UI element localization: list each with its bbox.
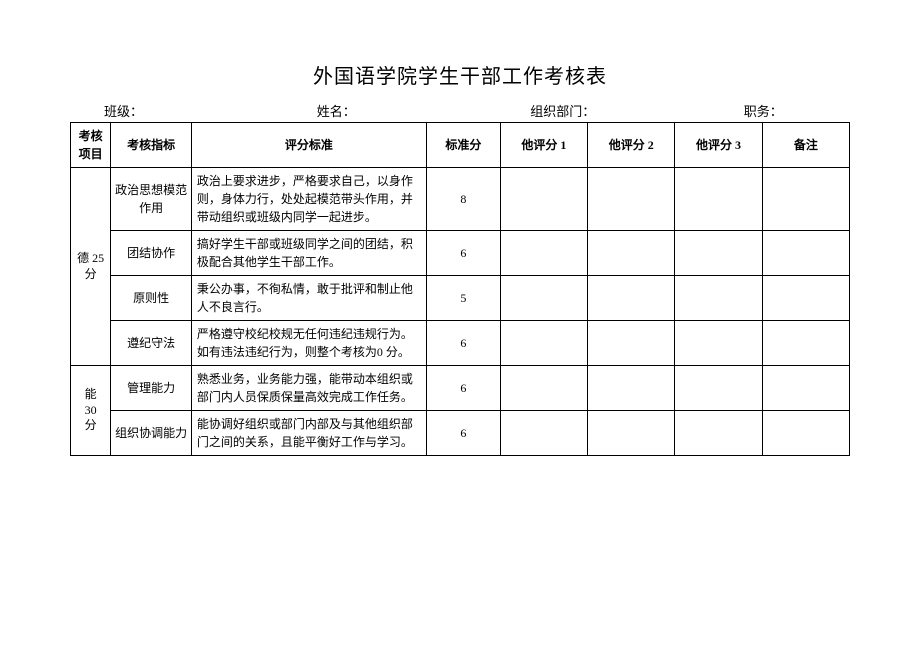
rating-cell	[500, 276, 587, 321]
standard-score-cell: 8	[426, 168, 500, 231]
name-label: 姓名：	[227, 101, 470, 120]
indicator-cell: 遵纪守法	[111, 321, 192, 366]
position-label: 职务：	[684, 101, 846, 120]
criteria-cell: 熟悉业务，业务能力强，能带动本组织或部门内人员保质保量高效完成工作任务。	[191, 366, 426, 411]
page-title: 外国语学院学生干部工作考核表	[70, 60, 850, 89]
document-page: 外国语学院学生干部工作考核表 班级： 姓名： 组织部门： 职务： 考核项目 考核…	[0, 0, 920, 651]
section-label: 能30分	[71, 366, 111, 456]
remark-cell	[762, 276, 849, 321]
dept-label: 组织部门：	[470, 101, 683, 120]
col-rate2: 他评分 2	[588, 123, 675, 168]
col-indicator: 考核指标	[111, 123, 192, 168]
rating-cell	[675, 276, 762, 321]
table-row: 原则性秉公办事，不徇私情，敢于批评和制止他人不良言行。5	[71, 276, 850, 321]
indicator-cell: 政治思想模范作用	[111, 168, 192, 231]
col-project: 考核项目	[71, 123, 111, 168]
standard-score-cell: 5	[426, 276, 500, 321]
remark-cell	[762, 411, 849, 456]
standard-score-cell: 6	[426, 231, 500, 276]
standard-score-cell: 6	[426, 366, 500, 411]
table-row: 组织协调能力能协调好组织或部门内部及与其他组织部门之间的关系，且能平衡好工作与学…	[71, 411, 850, 456]
rating-cell	[675, 321, 762, 366]
criteria-cell: 秉公办事，不徇私情，敢于批评和制止他人不良言行。	[191, 276, 426, 321]
criteria-cell: 政治上要求进步，严格要求自己，以身作则，身体力行，处处起模范带头作用，并带动组织…	[191, 168, 426, 231]
rating-cell	[588, 168, 675, 231]
col-remark: 备注	[762, 123, 849, 168]
rating-cell	[675, 231, 762, 276]
col-criteria: 评分标准	[191, 123, 426, 168]
section-label: 德 25分	[71, 168, 111, 366]
table-row: 团结协作搞好学生干部或班级同学之间的团结，积极配合其他学生干部工作。6	[71, 231, 850, 276]
rating-cell	[588, 411, 675, 456]
remark-cell	[762, 231, 849, 276]
table-row: 能30分管理能力熟悉业务，业务能力强，能带动本组织或部门内人员保质保量高效完成工…	[71, 366, 850, 411]
indicator-cell: 管理能力	[111, 366, 192, 411]
rating-cell	[588, 231, 675, 276]
criteria-cell: 能协调好组织或部门内部及与其他组织部门之间的关系，且能平衡好工作与学习。	[191, 411, 426, 456]
remark-cell	[762, 366, 849, 411]
rating-cell	[588, 321, 675, 366]
indicator-cell: 组织协调能力	[111, 411, 192, 456]
indicator-cell: 团结协作	[111, 231, 192, 276]
class-label: 班级：	[74, 101, 227, 120]
col-rate3: 他评分 3	[675, 123, 762, 168]
rating-cell	[500, 321, 587, 366]
evaluation-table: 考核项目 考核指标 评分标准 标准分 他评分 1 他评分 2 他评分 3 备注 …	[70, 122, 850, 456]
col-rate1: 他评分 1	[500, 123, 587, 168]
criteria-cell: 搞好学生干部或班级同学之间的团结，积极配合其他学生干部工作。	[191, 231, 426, 276]
remark-cell	[762, 168, 849, 231]
table-row: 遵纪守法严格遵守校纪校规无任何违纪违规行为。如有违法违纪行为，则整个考核为0 分…	[71, 321, 850, 366]
form-header: 班级： 姓名： 组织部门： 职务：	[70, 101, 850, 120]
rating-cell	[588, 276, 675, 321]
rating-cell	[500, 411, 587, 456]
rating-cell	[675, 168, 762, 231]
table-row: 德 25分政治思想模范作用政治上要求进步，严格要求自己，以身作则，身体力行，处处…	[71, 168, 850, 231]
rating-cell	[675, 411, 762, 456]
standard-score-cell: 6	[426, 411, 500, 456]
col-standard-score: 标准分	[426, 123, 500, 168]
rating-cell	[675, 366, 762, 411]
rating-cell	[500, 366, 587, 411]
rating-cell	[500, 231, 587, 276]
table-header-row: 考核项目 考核指标 评分标准 标准分 他评分 1 他评分 2 他评分 3 备注	[71, 123, 850, 168]
remark-cell	[762, 321, 849, 366]
criteria-cell: 严格遵守校纪校规无任何违纪违规行为。如有违法违纪行为，则整个考核为0 分。	[191, 321, 426, 366]
rating-cell	[500, 168, 587, 231]
indicator-cell: 原则性	[111, 276, 192, 321]
standard-score-cell: 6	[426, 321, 500, 366]
rating-cell	[588, 366, 675, 411]
